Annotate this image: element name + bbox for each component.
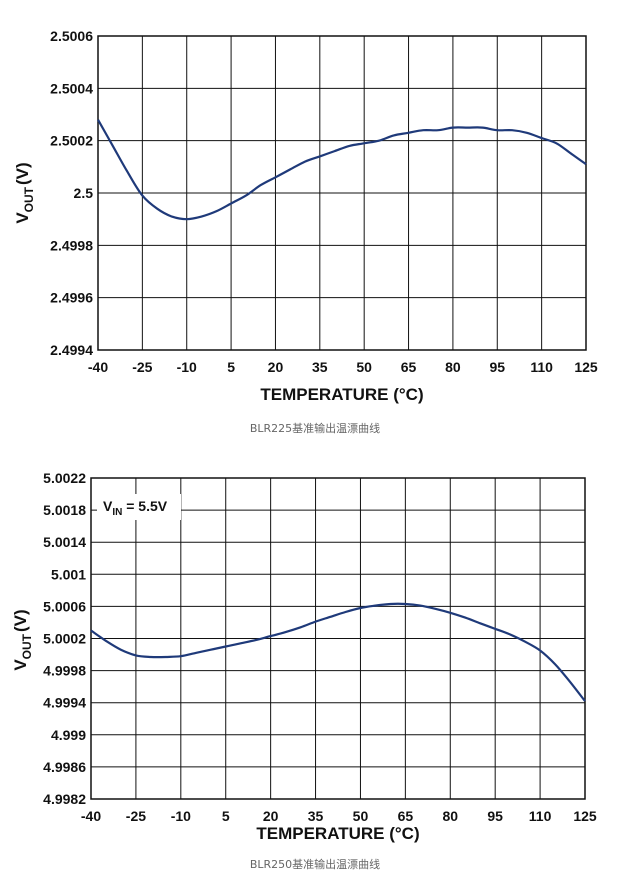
x-tick-label: 35 — [308, 808, 324, 824]
x-axis-title: TEMPERATURE (°C) — [256, 824, 419, 843]
y-tick-label: 4.9998 — [43, 663, 86, 679]
x-tick-label: 95 — [489, 359, 505, 375]
y-tick-label: 2.5004 — [50, 80, 93, 96]
y-tick-label: 5.0006 — [43, 598, 86, 614]
y-tick-label: 5.0002 — [43, 631, 86, 647]
x-tick-label: 95 — [487, 808, 503, 824]
x-tick-label: -25 — [132, 359, 152, 375]
x-tick-label: -10 — [171, 808, 191, 824]
chart-blr225: 2.50062.50042.50022.52.49982.49962.4994 … — [13, 28, 598, 435]
x-tick-label: 5 — [227, 359, 235, 375]
x-tick-label: 65 — [398, 808, 414, 824]
y-tick-label: 2.5 — [74, 185, 94, 201]
x-tick-label: 80 — [442, 808, 458, 824]
chart-blr250: 5.0022 5.0018 5.0014 5.001 5.0006 5.0002 4.999… — [11, 470, 597, 871]
x-tick-label: 20 — [263, 808, 279, 824]
y-tick-label: 2.4998 — [50, 237, 93, 253]
y-tick-label: 2.4996 — [50, 290, 93, 306]
x-tick-label: 20 — [268, 359, 284, 375]
y-tick-label: 2.4994 — [50, 342, 93, 358]
y-tick-label: 4.999 — [51, 727, 86, 743]
y-tick-label: 5.001 — [51, 566, 86, 582]
x-tick-label: 110 — [529, 808, 552, 824]
grid-lines — [98, 36, 586, 350]
x-tick-label: 125 — [574, 359, 598, 375]
y-tick-label: 2.5002 — [50, 133, 93, 149]
x-tick-labels: -40 -25 -10 5 20 35 50 65 80 95 110 125 — [81, 808, 597, 824]
y-tick-label: 5.0014 — [43, 534, 86, 550]
y-tick-label: 4.9982 — [43, 791, 86, 807]
series-line — [90, 602, 586, 702]
y-tick-label: 4.9994 — [43, 695, 86, 711]
chart-caption: BLR250基准输出温漂曲线 — [250, 857, 380, 871]
y-axis-title: VOUT(V) — [11, 609, 34, 670]
y-tick-label: 4.9986 — [43, 759, 86, 775]
x-tick-label: 110 — [530, 359, 553, 375]
x-tick-label: -40 — [81, 808, 101, 824]
x-tick-label: -40 — [88, 359, 108, 375]
x-tick-label: 50 — [356, 359, 372, 375]
x-tick-label: 65 — [401, 359, 417, 375]
grid-lines — [91, 478, 585, 799]
x-tick-label: 125 — [573, 808, 597, 824]
annotation-box — [97, 494, 181, 520]
y-tick-label: 5.0022 — [43, 470, 86, 486]
y-tick-labels: 2.5006 2.5004 2.5002 2.5 2.4998 2.4996 2.4994 — [50, 28, 93, 358]
series-line — [97, 119, 587, 221]
x-tick-label: 5 — [222, 808, 230, 824]
y-tick-label: 5.0018 — [43, 502, 86, 518]
y-tick-labels: 5.0022 5.0018 5.0014 5.001 5.0006 5.0002 4.999… — [43, 470, 86, 807]
vin-annotation: VIN = 5.5V — [103, 498, 168, 518]
chart-caption: BLR225基准输出温漂曲线 — [250, 421, 380, 435]
x-tick-label: -10 — [177, 359, 197, 375]
x-tick-label: 50 — [353, 808, 369, 824]
y-axis-title: VOUT(V) — [13, 162, 36, 223]
y-tick-label: 2.5006 — [50, 28, 93, 44]
x-tick-labels: -40 -25 -10 5 20 35 50 65 80 95 110 125 — [88, 359, 598, 375]
x-axis-title: TEMPERATURE (°C) — [260, 385, 423, 404]
x-tick-label: 35 — [312, 359, 328, 375]
x-tick-label: 80 — [445, 359, 461, 375]
x-tick-label: -25 — [126, 808, 146, 824]
